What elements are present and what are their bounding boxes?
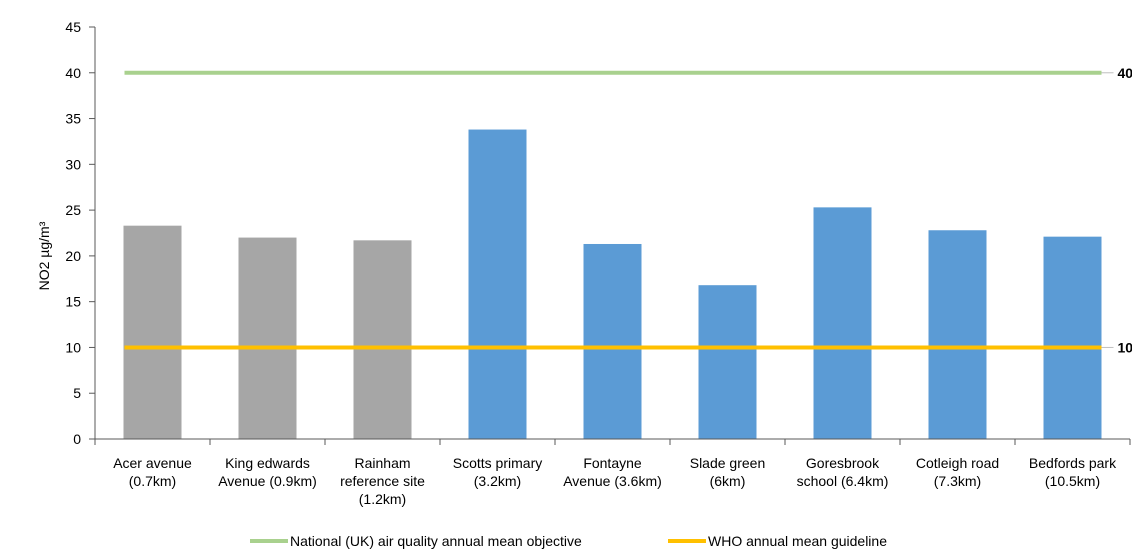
y-tick-label: 35 <box>65 111 81 127</box>
y-tick-label: 0 <box>73 431 81 447</box>
legend: National (UK) air quality annual mean ob… <box>250 533 887 549</box>
bars <box>123 129 1102 439</box>
bar <box>468 129 527 439</box>
y-tick-label: 10 <box>65 339 81 355</box>
x-tick-label: Slade green (6km) <box>690 455 766 489</box>
reference-lines: 40 10 <box>124 65 1132 355</box>
bar <box>698 285 757 439</box>
y-tick-label: 45 <box>65 19 81 35</box>
x-tick-label: Acer avenue (0.7km) <box>113 455 192 489</box>
legend-label: WHO annual mean guideline <box>708 533 887 549</box>
x-tick-label: Scotts primary (3.2km) <box>453 455 542 489</box>
x-tick-label: Goresbrook school (6.4km) <box>797 455 889 489</box>
bar <box>123 225 182 439</box>
bar <box>238 237 297 439</box>
legend-label: National (UK) air quality annual mean ob… <box>290 533 582 549</box>
x-tick-label: Cotleigh road (7.3km) <box>916 455 999 489</box>
reference-line-label: 10 <box>1118 339 1132 355</box>
reference-line-label: 40 <box>1118 65 1132 81</box>
y-tick-label: 30 <box>65 156 81 172</box>
x-tick-label: Bedfords park (10.5km) <box>1029 455 1117 489</box>
y-tick-label: 20 <box>65 248 81 264</box>
y-axis: 0 5 10 15 20 25 30 35 40 45 <box>65 19 96 447</box>
x-tick-label: Rainham reference site (1.2km) <box>340 455 425 507</box>
y-tick-label: 15 <box>65 294 81 310</box>
x-tick-label: Fontayne Avenue (3.6km) <box>563 455 662 489</box>
bar <box>583 243 642 439</box>
bar <box>353 240 412 439</box>
y-tick-label: 25 <box>65 202 81 218</box>
y-tick-label: 5 <box>73 385 81 401</box>
y-tick-label: 40 <box>65 65 81 81</box>
bar <box>813 207 872 439</box>
y-axis-label: NO2 µg/m³ <box>36 221 52 290</box>
x-tick-label: King edwards Avenue (0.9km) <box>218 455 317 489</box>
bar <box>1043 236 1102 439</box>
bar <box>928 230 987 439</box>
x-axis: Acer avenue (0.7km) King edwards Avenue (0.… <box>94 438 1131 507</box>
